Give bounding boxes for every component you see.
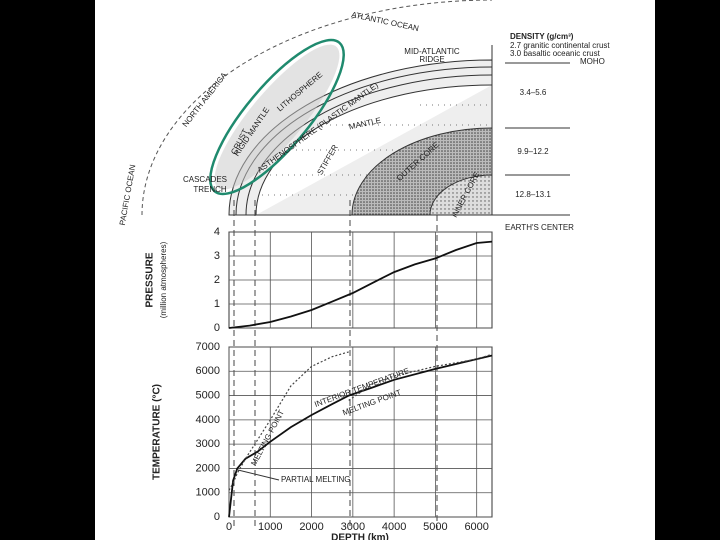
y-tick-label: 1000 (196, 487, 220, 499)
diagram-label: MOHO (580, 57, 605, 66)
diagram-label: CASCADES (183, 175, 227, 184)
y-tick-label: 6000 (196, 365, 220, 377)
y-tick-label: 0 (214, 322, 220, 334)
x-axis-label: DEPTH (km) (331, 533, 389, 540)
left-band (0, 0, 95, 540)
inner-core (429, 174, 493, 216)
x-tick-label: 2000 (299, 521, 323, 533)
density-note: 2.7 granitic continental crust (510, 41, 610, 50)
y-axis-label: TEMPERATURE (°C) (152, 384, 163, 480)
depth-guides (233, 200, 438, 530)
y-tick-label: 4 (214, 226, 220, 238)
diagram-label: MID-ATLANTIC (404, 47, 460, 56)
earth-diagram (141, 0, 570, 216)
y-tick-label: 3000 (196, 438, 220, 450)
annotation: PARTIAL MELTING (281, 475, 351, 484)
series-line (228, 240, 493, 329)
x-tick-label: 1000 (258, 521, 282, 533)
y-axis-label: PRESSURE (145, 252, 156, 307)
x-tick-label: 4000 (382, 521, 406, 533)
x-tick-label: 5000 (423, 521, 447, 533)
right-band (655, 0, 720, 540)
y-tick-label: 3 (214, 250, 220, 262)
x-tick-label: 3000 (341, 521, 365, 533)
teal-outline (209, 38, 345, 196)
x-tick-label: 0 (226, 521, 232, 533)
y-tick-label: 7000 (196, 341, 220, 353)
annotation-pointer (237, 469, 280, 481)
y-tick-label: 5000 (196, 389, 220, 401)
diagram-label: RIDGE (419, 55, 444, 64)
x-tick-label: 6000 (464, 521, 488, 533)
y-tick-label: 1 (214, 298, 220, 310)
density-value: 3.4–5.6 (520, 88, 547, 97)
lithosphere-highlight (214, 44, 340, 190)
ocean-arc (141, 0, 493, 216)
y-tick-label: 2000 (196, 462, 220, 474)
density-title: DENSITY (g/cm³) (510, 32, 574, 41)
diagram-label: TRENCH (193, 185, 227, 194)
series-line (228, 351, 493, 491)
density-value: 9.9–12.2 (517, 147, 549, 156)
y-axis-label: (million atmospheres) (159, 241, 168, 318)
y-tick-label: 2 (214, 274, 220, 286)
diagram-label: EARTH'S CENTER (505, 223, 574, 232)
density-note: 3.0 basaltic oceanic crust (510, 49, 601, 58)
y-tick-label: 4000 (196, 414, 220, 426)
y-tick-label: 0 (214, 511, 220, 523)
series-line (228, 354, 493, 518)
density-value: 12.8–13.1 (515, 190, 551, 199)
